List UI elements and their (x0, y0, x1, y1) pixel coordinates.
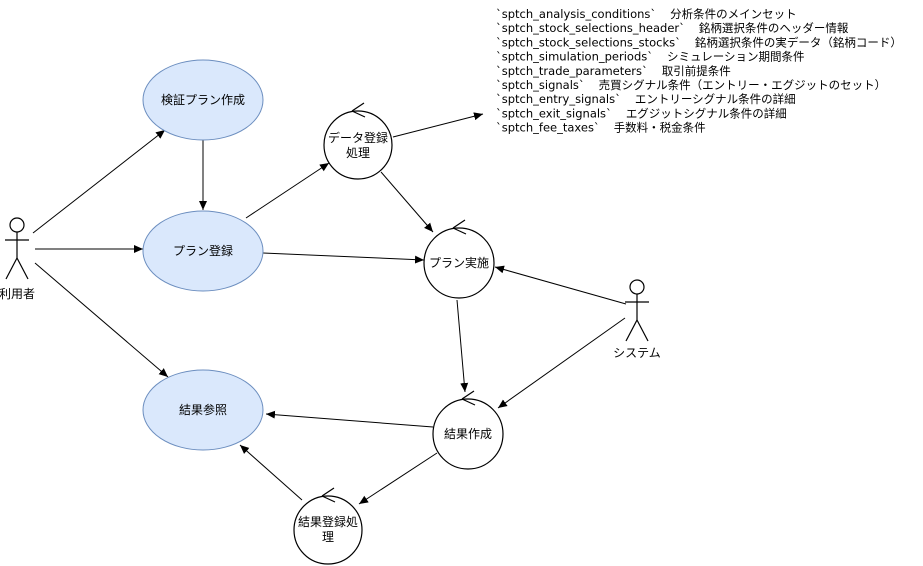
table-description: 手数料・税金条件 (614, 121, 706, 135)
table-name: `sptch_simulation_periods` (496, 50, 653, 64)
table-description: 売買シグナル条件（エントリー・エグジットのセット） (599, 78, 887, 92)
edge-result-create-to-result-view (266, 414, 433, 427)
table-name: `sptch_stock_selections_stocks` (496, 35, 681, 49)
edge-user-to-plan-create (33, 130, 165, 233)
edge-data-register-to-table-list (393, 114, 483, 137)
table-description: 分析条件のメインセット (670, 7, 797, 21)
usecase-result-view[interactable]: 結果参照 (143, 370, 263, 450)
table-list-item: `sptch_analysis_conditions` 分析条件のメインセット (496, 7, 797, 21)
control-result-create-label: 結果作成 (444, 427, 492, 441)
table-list-item: `sptch_simulation_periods` シミュレーション期間条件 (496, 50, 805, 64)
usecase-plan-register[interactable]: プラン登録 (143, 211, 263, 291)
table-description: エグジットシグナル条件の詳細 (626, 106, 787, 120)
table-list-item: `sptch_stock_selections_header` 銘柄選択条件のヘッ… (496, 21, 849, 35)
control-data-register[interactable]: データ登録 処理 (324, 103, 392, 179)
edge-result-register-to-result-view (240, 445, 302, 500)
usecase-plan-create-label: 検証プラン作成 (161, 93, 245, 107)
table-description: シミュレーション期間条件 (667, 50, 805, 64)
edge-user-to-result-view (35, 263, 168, 377)
table-list-note: `sptch_analysis_conditions` 分析条件のメインセット`s… (496, 7, 902, 135)
edge-result-create-to-result-register (359, 453, 437, 504)
control-result-register-label-1: 結果登録処 (298, 514, 358, 529)
table-list-item: `sptch_signals` 売買シグナル条件（エントリー・エグジットのセット） (496, 78, 886, 92)
control-data-register-label-1: データ登録 (328, 130, 388, 145)
edge-plan-register-to-data-register (246, 163, 329, 218)
table-description: 取引前提条件 (662, 64, 731, 78)
table-name: `sptch_exit_signals` (496, 106, 612, 120)
table-description: 銘柄選択条件の実データ（銘柄コード） (695, 35, 902, 49)
usecase-result-view-label: 結果参照 (179, 402, 227, 417)
table-description: 銘柄選択条件のヘッダー情報 (699, 21, 849, 35)
table-name: `sptch_signals` (496, 78, 585, 92)
table-name: `sptch_fee_taxes` (496, 121, 600, 135)
control-data-register-label-2: 処理 (346, 146, 370, 160)
table-list-item: `sptch_entry_signals` エントリーシグナル条件の詳細 (496, 92, 796, 106)
actor-user[interactable]: 利用者 (0, 218, 35, 301)
actor-system-label: システム (613, 346, 661, 360)
control-plan-execute-label: プラン実施 (429, 255, 489, 270)
usecase-plan-create[interactable]: 検証プラン作成 (143, 60, 263, 140)
edge-system-to-result-create (498, 318, 625, 408)
edges (33, 114, 626, 504)
control-plan-execute[interactable]: プラン実施 (424, 220, 494, 298)
table-description: エントリーシグナル条件の詳細 (635, 92, 796, 106)
edge-system-to-plan-execute (495, 267, 626, 304)
table-list-item: `sptch_stock_selections_stocks` 銘柄選択条件の実デ… (496, 35, 902, 49)
table-list-item: `sptch_trade_parameters` 取引前提条件 (496, 64, 731, 78)
actor-system-icon (625, 280, 649, 341)
table-name: `sptch_trade_parameters` (496, 64, 648, 78)
edge-plan-register-to-plan-execute (263, 253, 424, 260)
actor-system[interactable]: システム (613, 280, 661, 360)
table-list-item: `sptch_fee_taxes` 手数料・税金条件 (496, 121, 706, 135)
control-result-register-label-2: 理 (322, 530, 334, 544)
control-result-create[interactable]: 結果作成 (433, 391, 503, 469)
table-list-item: `sptch_exit_signals` エグジットシグナル条件の詳細 (496, 106, 787, 120)
table-name: `sptch_entry_signals` (496, 92, 621, 106)
actor-user-label: 利用者 (0, 287, 35, 301)
table-name: `sptch_stock_selections_header` (496, 21, 685, 35)
edge-data-register-to-plan-execute (381, 172, 433, 232)
table-name: `sptch_analysis_conditions` (496, 7, 656, 21)
actor-user-icon (5, 218, 29, 279)
usecase-plan-register-label: プラン登録 (173, 243, 233, 258)
edge-plan-execute-to-result-create (457, 300, 465, 392)
control-result-register[interactable]: 結果登録処 理 (294, 488, 362, 564)
